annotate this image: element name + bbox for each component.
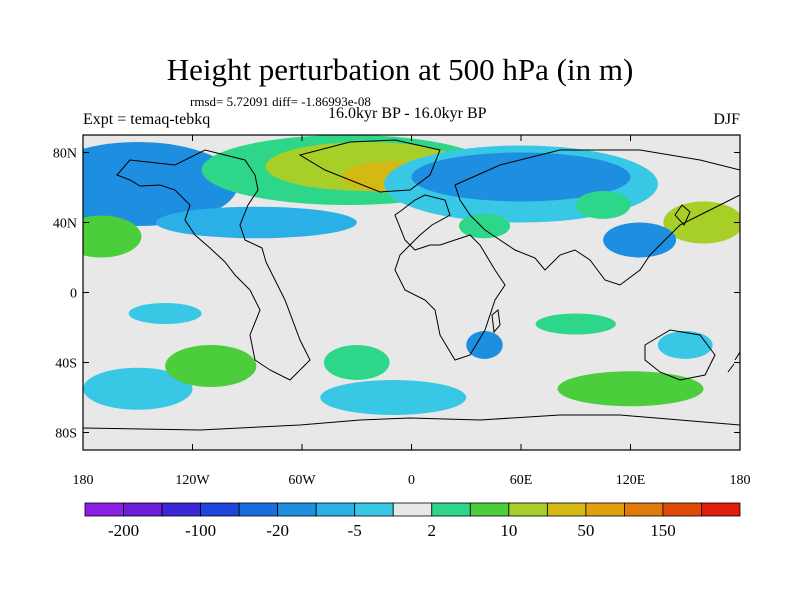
colorbar-box xyxy=(508,502,548,517)
latitude-axis: 80N 40N 0 40S 80S xyxy=(53,147,740,442)
colorbar-label: 150 xyxy=(650,521,676,540)
lat-tick-label: 80N xyxy=(53,147,77,162)
colorbar-label: 50 xyxy=(577,521,594,540)
colorbar-label: 10 xyxy=(500,521,517,540)
region-s-africa-low xyxy=(466,331,503,359)
coast-japan xyxy=(674,204,691,226)
coastlines xyxy=(83,139,740,431)
field-layer xyxy=(83,135,740,450)
longitude-axis: 180 120W 60W 0 60E 120E 180 xyxy=(73,135,751,488)
colorbar-label: -20 xyxy=(266,521,289,540)
coast-greenland xyxy=(298,139,441,193)
colorbar-box xyxy=(315,502,356,517)
region-china-low xyxy=(603,222,677,258)
colorbar-box xyxy=(354,502,394,517)
region-s-pacific-low xyxy=(128,303,202,324)
lat-tick-label: 40N xyxy=(53,217,77,232)
region-asia-high-1 xyxy=(458,213,511,239)
colorbar-label: -100 xyxy=(185,521,216,540)
colorbar-box xyxy=(277,502,317,517)
region-japan-high xyxy=(663,201,740,244)
colorbar-box xyxy=(624,502,664,517)
coast-australia xyxy=(644,329,716,381)
region-eurasia-low xyxy=(411,152,631,202)
colorbar-label: 2 xyxy=(428,521,437,540)
stats-text: rmsd= 5.72091 diff= -1.86993e-08 xyxy=(190,94,371,109)
coast-madagascar xyxy=(491,309,501,334)
region-n-america-band xyxy=(156,206,357,239)
colorbar-box xyxy=(431,502,471,517)
lat-tick-label: 40S xyxy=(55,357,77,372)
period-label: 16.0kyr BP - 16.0kyr BP xyxy=(328,105,487,122)
colorbar-box xyxy=(701,502,741,517)
colorbar-box xyxy=(161,502,201,517)
coast-new-zealand xyxy=(727,351,740,373)
lon-tick-label: 180 xyxy=(73,473,94,488)
experiment-label: Expt = temaq-tebkq xyxy=(83,111,211,128)
colorbar-boxes xyxy=(84,502,741,517)
region-australia-low xyxy=(657,331,713,359)
lon-tick-label: 60E xyxy=(510,473,533,488)
coast-europe-africa xyxy=(394,194,506,361)
colorbar-box xyxy=(546,502,587,517)
lon-tick-label: 180 xyxy=(730,473,751,488)
region-s-atl-low xyxy=(320,380,467,415)
coast-north-america xyxy=(116,149,311,381)
region-s-ind-high xyxy=(557,371,704,407)
lat-tick-label: 0 xyxy=(70,287,77,302)
colorbar-box xyxy=(469,502,510,517)
colorbar-labels: -200 -100 -20 -5 2 10 50 150 xyxy=(108,521,676,540)
region-asia-high-2 xyxy=(575,191,631,219)
region-s-ocean-low-1 xyxy=(83,367,193,410)
region-s-ocean-high-1 xyxy=(165,345,257,387)
colorbar-label: -200 xyxy=(108,521,139,540)
region-indian-high xyxy=(535,313,616,335)
season-label: DJF xyxy=(713,111,740,128)
colorbar-box xyxy=(84,502,124,517)
colorbar-box xyxy=(392,502,433,517)
lat-tick-label: 80S xyxy=(55,427,77,442)
lon-tick-label: 0 xyxy=(408,473,415,488)
region-s-atl-high xyxy=(323,345,390,380)
map-title: Height perturbation at 500 hPa (in m) xyxy=(166,52,634,87)
colorbar-box xyxy=(123,502,163,517)
colorbar-box xyxy=(238,502,279,517)
colorbar-box xyxy=(585,502,625,517)
colorbar-box xyxy=(662,502,702,517)
colorbar-label: -5 xyxy=(348,521,362,540)
region-n-pacific-outer xyxy=(83,142,239,226)
lon-tick-label: 120W xyxy=(175,473,210,488)
coast-antarctica xyxy=(83,414,740,431)
region-pacific-high xyxy=(83,215,142,258)
lon-tick-label: 120E xyxy=(616,473,646,488)
coast-asia xyxy=(454,149,740,286)
lon-tick-label: 60W xyxy=(288,473,316,488)
colorbar-box xyxy=(200,502,240,517)
